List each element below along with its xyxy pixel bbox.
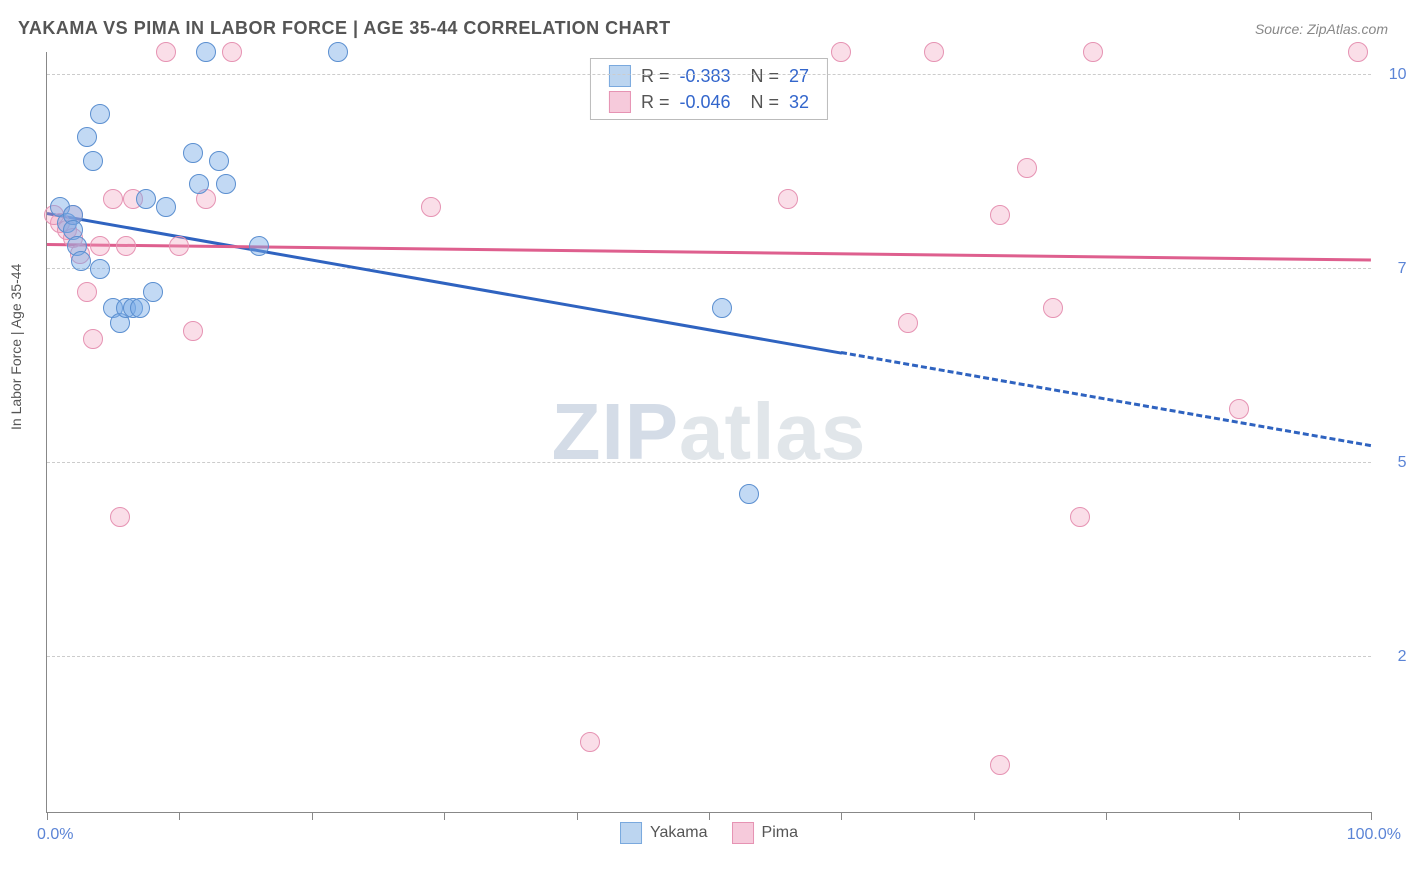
- scatter-point: [90, 236, 110, 256]
- scatter-point: [421, 197, 441, 217]
- gridline: [47, 656, 1371, 657]
- x-tick: [47, 812, 48, 820]
- scatter-point: [183, 321, 203, 341]
- chart-header: YAKAMA VS PIMA IN LABOR FORCE | AGE 35-4…: [18, 18, 1388, 39]
- scatter-point: [1229, 399, 1249, 419]
- legend-item-yakama: Yakama: [620, 822, 708, 844]
- y-tick-label: 25.0%: [1398, 648, 1406, 666]
- scatter-point: [116, 236, 136, 256]
- x-tick: [1106, 812, 1107, 820]
- swatch-yakama: [609, 65, 631, 87]
- n-label: N =: [741, 66, 780, 87]
- scatter-point: [156, 197, 176, 217]
- scatter-point: [990, 755, 1010, 775]
- scatter-point: [249, 236, 269, 256]
- scatter-point: [778, 189, 798, 209]
- trend-line: [841, 351, 1371, 447]
- scatter-point: [216, 174, 236, 194]
- scatter-point: [77, 282, 97, 302]
- n-value-yakama: 27: [789, 66, 809, 87]
- scatter-point: [580, 732, 600, 752]
- trend-line: [47, 243, 1371, 262]
- y-tick-label: 75.0%: [1398, 260, 1406, 278]
- x-tick: [709, 812, 710, 820]
- chart-title: YAKAMA VS PIMA IN LABOR FORCE | AGE 35-4…: [18, 18, 671, 39]
- r-value-yakama: -0.383: [679, 66, 730, 87]
- scatter-point: [196, 42, 216, 62]
- series-legend: Yakama Pima: [620, 822, 798, 844]
- scatter-point: [924, 42, 944, 62]
- legend-label-yakama: Yakama: [650, 824, 708, 842]
- x-tick: [1371, 812, 1372, 820]
- x-tick: [1239, 812, 1240, 820]
- n-label: N =: [741, 92, 780, 113]
- x-tick: [444, 812, 445, 820]
- scatter-point: [1043, 298, 1063, 318]
- legend-label-pima: Pima: [762, 824, 798, 842]
- swatch-pima-icon: [732, 822, 754, 844]
- scatter-point: [189, 174, 209, 194]
- scatter-point: [209, 151, 229, 171]
- x-tick: [841, 812, 842, 820]
- scatter-point: [1017, 158, 1037, 178]
- gridline: [47, 462, 1371, 463]
- scatter-point: [739, 484, 759, 504]
- x-max-label: 100.0%: [1347, 826, 1401, 844]
- r-label: R =: [641, 92, 670, 113]
- plot-area: ZIPatlas R = -0.383 N = 27 R = -0.046 N …: [46, 52, 1371, 813]
- scatter-point: [1348, 42, 1368, 62]
- scatter-point: [156, 42, 176, 62]
- scatter-point: [90, 259, 110, 279]
- gridline: [47, 268, 1371, 269]
- n-value-pima: 32: [789, 92, 809, 113]
- scatter-point: [110, 507, 130, 527]
- scatter-point: [990, 205, 1010, 225]
- x-tick: [974, 812, 975, 820]
- watermark: ZIPatlas: [552, 386, 867, 478]
- r-label: R =: [641, 66, 670, 87]
- scatter-point: [83, 329, 103, 349]
- swatch-yakama-icon: [620, 822, 642, 844]
- swatch-pima: [609, 91, 631, 113]
- gridline: [47, 74, 1371, 75]
- y-axis-label: In Labor Force | Age 35-44: [8, 264, 24, 430]
- legend-row-pima: R = -0.046 N = 32: [609, 89, 809, 115]
- scatter-point: [169, 236, 189, 256]
- scatter-point: [1083, 42, 1103, 62]
- scatter-point: [136, 189, 156, 209]
- scatter-point: [83, 151, 103, 171]
- legend-row-yakama: R = -0.383 N = 27: [609, 63, 809, 89]
- scatter-point: [831, 42, 851, 62]
- x-origin-label: 0.0%: [37, 826, 73, 844]
- scatter-point: [90, 104, 110, 124]
- scatter-point: [712, 298, 732, 318]
- y-tick-label: 100.0%: [1389, 66, 1406, 84]
- scatter-point: [71, 251, 91, 271]
- y-tick-label: 50.0%: [1398, 454, 1406, 472]
- x-tick: [312, 812, 313, 820]
- scatter-point: [103, 189, 123, 209]
- legend-item-pima: Pima: [732, 822, 798, 844]
- correlation-legend: R = -0.383 N = 27 R = -0.046 N = 32: [590, 58, 828, 120]
- scatter-point: [898, 313, 918, 333]
- x-tick: [179, 812, 180, 820]
- r-value-pima: -0.046: [679, 92, 730, 113]
- trend-line: [47, 212, 842, 355]
- x-tick: [577, 812, 578, 820]
- scatter-point: [143, 282, 163, 302]
- scatter-point: [222, 42, 242, 62]
- scatter-point: [77, 127, 97, 147]
- scatter-point: [328, 42, 348, 62]
- scatter-point: [183, 143, 203, 163]
- chart-source: Source: ZipAtlas.com: [1255, 21, 1388, 37]
- scatter-point: [1070, 507, 1090, 527]
